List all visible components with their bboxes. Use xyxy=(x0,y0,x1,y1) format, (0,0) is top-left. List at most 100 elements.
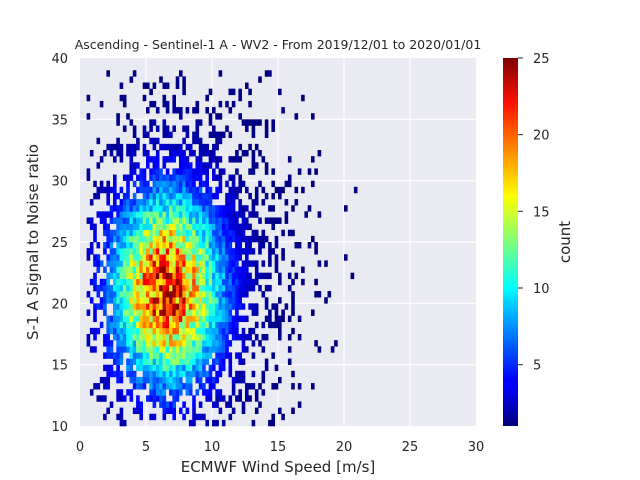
histogram-cell xyxy=(103,266,107,273)
histogram-cell xyxy=(152,242,157,249)
histogram-cell xyxy=(254,389,259,396)
histogram-cell xyxy=(218,370,223,378)
histogram-cell xyxy=(182,413,186,421)
histogram-cell xyxy=(182,266,186,273)
histogram-cell xyxy=(122,248,127,255)
histogram-cell xyxy=(126,113,130,120)
histogram-cell xyxy=(188,186,193,194)
histogram-cell xyxy=(225,315,229,323)
histogram-cell xyxy=(175,352,180,359)
histogram-cell xyxy=(235,211,239,218)
histogram-cell xyxy=(278,88,282,96)
histogram-cell xyxy=(198,370,203,378)
histogram-cell xyxy=(185,291,190,298)
histogram-cell xyxy=(152,217,157,224)
histogram-cell xyxy=(165,100,170,108)
histogram-cell xyxy=(162,192,167,200)
histogram-cell xyxy=(195,260,200,267)
histogram-cell xyxy=(195,340,200,347)
histogram-cell xyxy=(235,254,239,261)
histogram-cell xyxy=(208,205,213,212)
histogram-cell xyxy=(142,315,147,323)
histogram-cell xyxy=(155,303,160,310)
histogram-cell xyxy=(139,266,143,273)
histogram-cell xyxy=(139,229,143,237)
histogram-cell xyxy=(159,223,163,231)
histogram-cell xyxy=(301,266,305,273)
histogram-cell xyxy=(281,315,285,323)
histogram-cell xyxy=(132,242,137,249)
histogram-cell xyxy=(311,309,315,316)
histogram-cell xyxy=(198,242,203,249)
histogram-cell xyxy=(155,340,160,347)
histogram-cell xyxy=(241,291,246,298)
histogram-cell xyxy=(136,284,140,292)
histogram-cell xyxy=(165,358,170,365)
histogram-cell xyxy=(251,162,256,169)
histogram-cell xyxy=(106,346,110,353)
histogram-cell xyxy=(129,364,134,372)
histogram-cell xyxy=(132,284,137,292)
histogram-cell xyxy=(172,186,176,194)
histogram-cell xyxy=(136,137,140,145)
histogram-cell xyxy=(254,235,259,243)
y-tick-label: 30 xyxy=(51,175,68,190)
histogram-cell xyxy=(165,156,170,163)
histogram-cell xyxy=(106,223,110,231)
histogram-cell xyxy=(218,180,223,188)
histogram-cell xyxy=(122,192,127,200)
histogram-cell xyxy=(132,352,137,359)
histogram-cell xyxy=(231,284,236,292)
histogram-cell xyxy=(215,186,219,194)
histogram-cell xyxy=(238,352,242,359)
histogram-cell xyxy=(205,297,209,304)
histogram-cell xyxy=(192,266,196,273)
histogram-cell xyxy=(271,205,275,212)
histogram-cell xyxy=(126,180,130,188)
histogram-cell xyxy=(215,291,219,298)
histogram-cell xyxy=(175,376,180,384)
histogram-cell xyxy=(126,303,130,310)
histogram-cell xyxy=(122,100,127,108)
histogram-cell xyxy=(264,217,269,224)
histogram-cell xyxy=(175,174,180,181)
histogram-cell xyxy=(172,284,176,292)
histogram-cell xyxy=(129,229,134,237)
histogram-cell xyxy=(142,192,147,200)
histogram-cell xyxy=(159,174,163,181)
histogram-cell xyxy=(136,266,140,273)
histogram-cell xyxy=(119,413,124,421)
histogram-cell xyxy=(149,88,153,96)
histogram-cell xyxy=(139,199,143,206)
histogram-cell xyxy=(126,315,130,323)
histogram-cell xyxy=(268,205,272,212)
histogram-cell xyxy=(215,321,219,329)
histogram-cell xyxy=(119,143,124,151)
histogram-cell xyxy=(129,376,134,384)
histogram-cell xyxy=(109,284,114,292)
histogram-cell xyxy=(142,278,147,286)
histogram-cell xyxy=(218,315,223,323)
histogram-cell xyxy=(195,327,200,335)
histogram-cell xyxy=(291,303,295,310)
histogram-cell xyxy=(254,407,259,415)
histogram-cell xyxy=(169,223,173,231)
histogram-cell xyxy=(268,242,272,249)
histogram-cell xyxy=(169,407,173,415)
histogram-cell xyxy=(169,370,173,378)
histogram-cell xyxy=(109,229,114,237)
histogram-cell xyxy=(162,389,167,396)
histogram-cell xyxy=(155,297,160,304)
histogram-cell xyxy=(215,370,219,378)
histogram-cell xyxy=(152,229,157,237)
histogram-cell xyxy=(195,211,200,218)
histogram-cell xyxy=(103,413,107,421)
histogram-cell xyxy=(113,309,117,316)
histogram-cell xyxy=(251,199,256,206)
histogram-cell xyxy=(225,260,229,267)
histogram-cell xyxy=(215,303,219,310)
histogram-cell xyxy=(152,327,157,335)
histogram-cell xyxy=(155,315,160,323)
histogram-cell xyxy=(221,211,226,218)
histogram-cell xyxy=(122,199,127,206)
